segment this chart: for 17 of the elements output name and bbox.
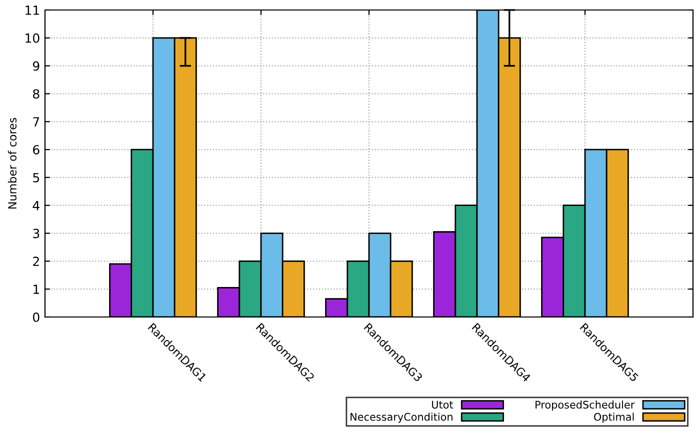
y-tick-label: 4 — [32, 201, 40, 210]
y-tick-label: 3 — [33, 228, 40, 238]
y-axis-title: Number of cores — [8, 118, 17, 209]
y-tick-label: 11 — [26, 6, 39, 15]
y-tick-label: 9 — [32, 61, 40, 71]
y-tick-label: 10 — [26, 33, 40, 43]
y-tick-label: 0 — [33, 312, 40, 322]
y-tick-label: 6 — [33, 145, 40, 154]
legend-label: ProposedScheduler — [536, 400, 635, 411]
y-tick-label: 7 — [33, 117, 40, 126]
legend-label: NecessaryCondition — [350, 412, 452, 423]
y-tick-label: 8 — [33, 89, 40, 99]
legend-label: Optimal — [594, 412, 634, 423]
y-tick-label: 1 — [34, 284, 39, 294]
legend-label: Utot — [432, 400, 454, 409]
y-tick-label: 2 — [33, 256, 39, 266]
y-tick-label: 5 — [33, 173, 40, 182]
